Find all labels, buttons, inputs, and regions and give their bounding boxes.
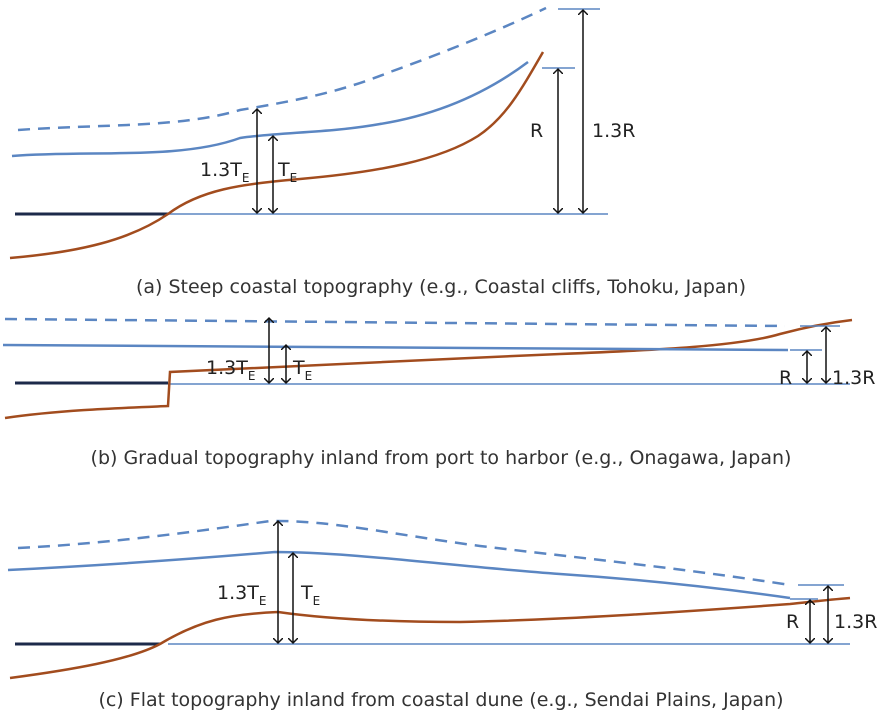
label-13te: 1.3TE [217, 582, 266, 608]
label-r: R [530, 120, 543, 142]
panel-b: 1.3TE TE R 1.3R (b) Gradual topography i… [2, 317, 875, 469]
ground-profile [9, 596, 851, 680]
label-r: R [786, 611, 799, 633]
caption-a: (a) Steep coastal topography (e.g., Coas… [136, 276, 746, 298]
panel-c: 1.3TE TE R 1.3R (c) Flat topography inla… [7, 519, 877, 711]
inundation-height-line [11, 60, 529, 158]
label-te: TE [292, 357, 312, 383]
scaled-inundation-line [4, 317, 786, 328]
caption-c: (c) Flat topography inland from coastal … [98, 689, 783, 711]
label-te: TE [277, 159, 297, 185]
ground-profile [4, 318, 853, 420]
ground-profile [9, 51, 545, 260]
inundation-height-line [2, 343, 789, 352]
label-13r: 1.3R [834, 611, 877, 633]
scaled-inundation-line [17, 519, 791, 587]
scaled-inundation-line [17, 6, 547, 132]
panel-a: 1.3TE TE R 1.3R (a) Steep coastal topogr… [9, 6, 746, 298]
label-13r: 1.3R [592, 120, 635, 142]
label-13te: 1.3TE [200, 159, 249, 185]
inundation-height-line [7, 550, 791, 600]
label-te: TE [300, 582, 320, 608]
caption-b: (b) Gradual topography inland from port … [91, 447, 792, 469]
label-r: R [779, 367, 792, 389]
label-13te: 1.3TE [206, 357, 255, 383]
label-13r: 1.3R [832, 367, 875, 389]
